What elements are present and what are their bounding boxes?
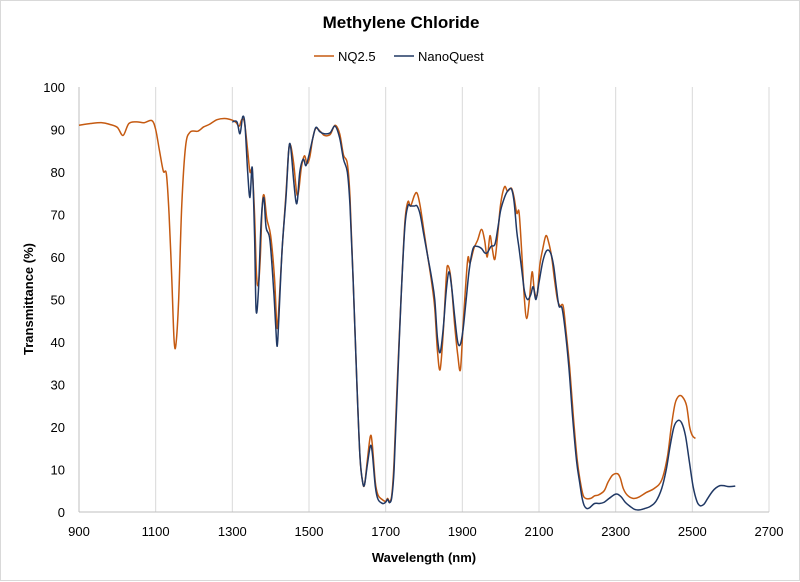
y-tick-label: 80 — [51, 165, 65, 180]
y-tick-label: 20 — [51, 420, 65, 435]
x-tick-label: 1100 — [142, 524, 170, 539]
x-tick-label: 2500 — [678, 524, 707, 539]
x-tick-label: 2300 — [601, 524, 630, 539]
x-tick-label: 1300 — [218, 524, 247, 539]
x-tick-label: 2100 — [525, 524, 554, 539]
chart-title: Methylene Chloride — [323, 13, 480, 32]
y-tick-label: 40 — [51, 335, 65, 350]
legend-label-nq25: NQ2.5 — [338, 49, 376, 64]
y-tick-label: 60 — [51, 250, 65, 265]
x-tick-label: 1900 — [448, 524, 477, 539]
x-tick-label: 900 — [68, 524, 90, 539]
legend-label-nanoquest: NanoQuest — [418, 49, 484, 64]
x-tick-label: 1500 — [295, 524, 324, 539]
y-tick-labels: 0 10 20 30 40 50 60 70 80 90 100 — [43, 80, 65, 520]
x-tick-label: 1700 — [371, 524, 400, 539]
y-tick-label: 10 — [51, 463, 65, 478]
axes — [78, 87, 769, 513]
legend: NQ2.5 NanoQuest — [314, 49, 484, 64]
x-tick-labels: 900 1100 1300 1500 1700 1900 2100 2300 2500 2700 — [68, 524, 783, 539]
gridlines — [155, 87, 770, 512]
x-tick-label: 2700 — [755, 524, 784, 539]
x-axis-title: Wavelength (nm) — [372, 550, 476, 565]
series-lines — [78, 115, 736, 511]
y-tick-label: 70 — [51, 208, 65, 223]
series-line-nanoquest — [232, 115, 736, 511]
y-tick-label: 90 — [51, 123, 65, 138]
series-line-nq2-5 — [78, 117, 696, 503]
y-tick-label: 30 — [51, 378, 65, 393]
y-axis-title: Transmittance (%) — [21, 243, 36, 355]
y-tick-label: 0 — [58, 505, 65, 520]
y-tick-label: 100 — [43, 80, 65, 95]
y-tick-label: 50 — [51, 293, 65, 308]
